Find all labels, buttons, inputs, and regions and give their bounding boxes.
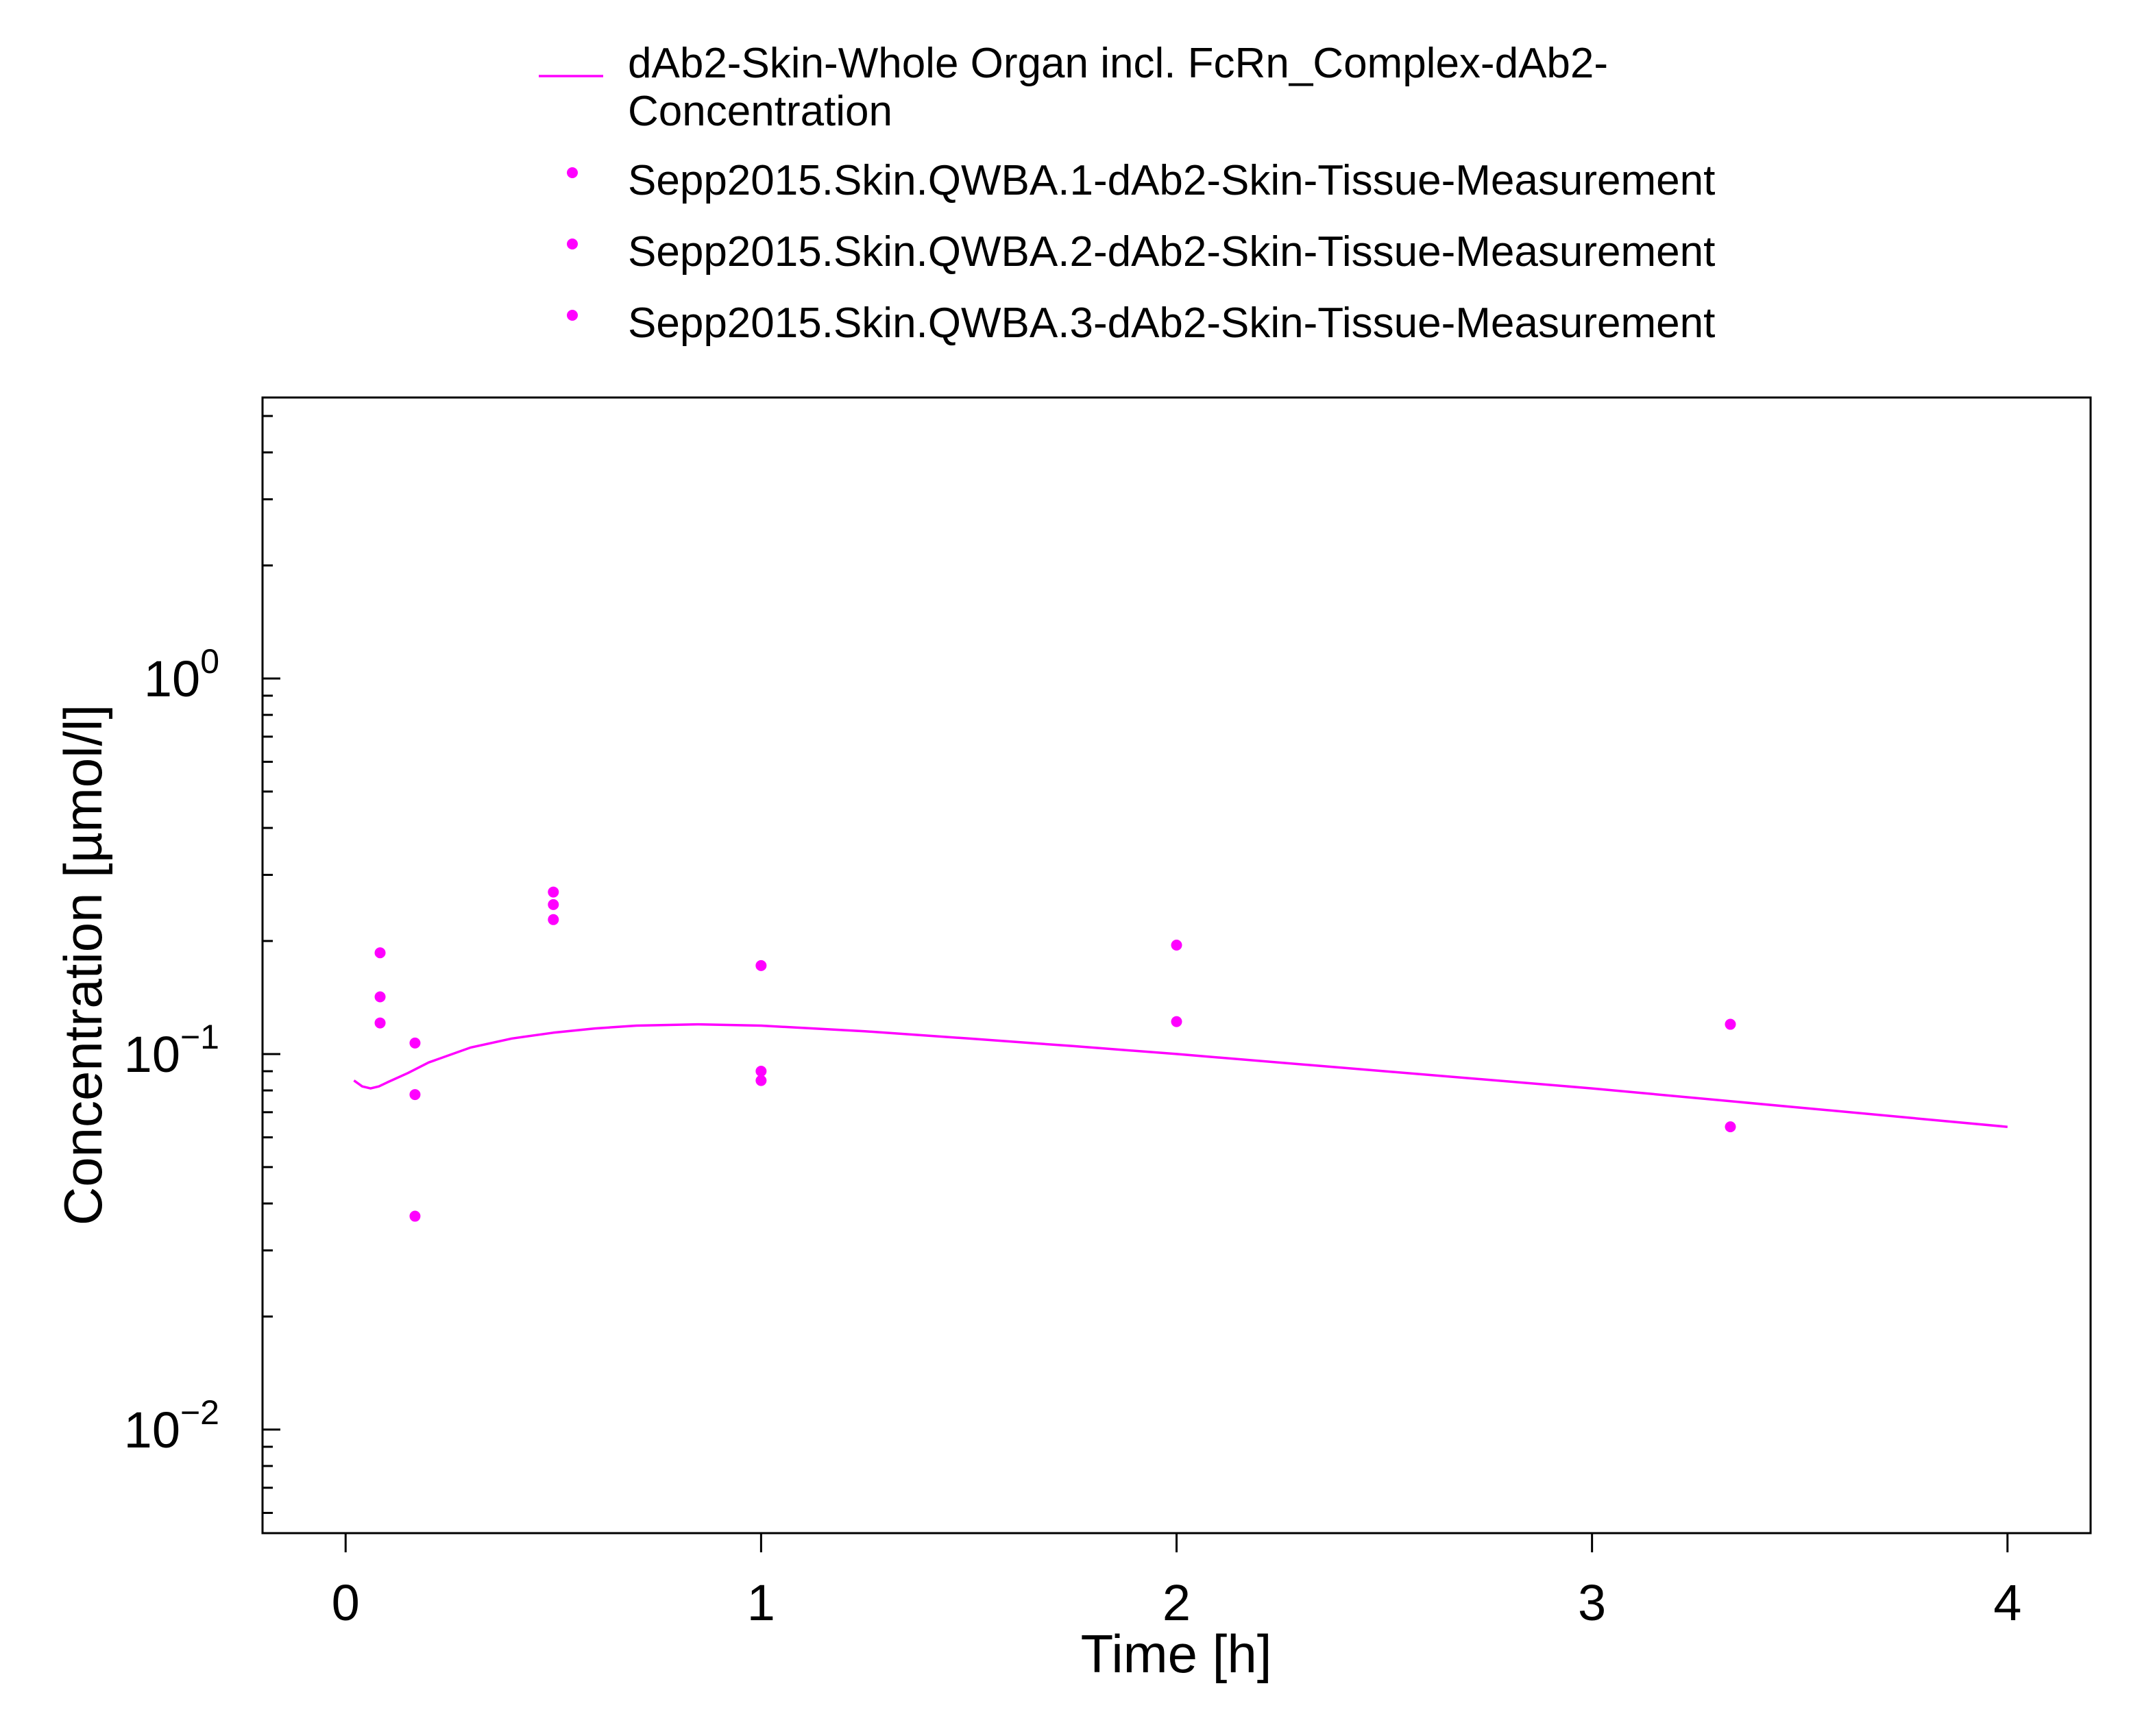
x-tick-label: 1 <box>747 1574 775 1631</box>
plot-area-frame <box>261 396 2092 1535</box>
series-3-point <box>755 1075 767 1086</box>
x-tick-label: 3 <box>1578 1574 1606 1631</box>
series-1-point <box>548 886 559 898</box>
series-2-point <box>755 1066 767 1077</box>
series-1-point <box>409 1037 421 1049</box>
x-tick-label: 0 <box>332 1574 360 1631</box>
legend-marker-series-1 <box>567 167 578 178</box>
legend-label-series-2: Sepp2015.Skin.QWBA.2-dAb2-Skin-Tissue-Me… <box>628 228 1715 276</box>
legend-marker-series-3 <box>567 310 578 321</box>
legend-label-series-1: Sepp2015.Skin.QWBA.1-dAb2-Skin-Tissue-Me… <box>628 157 1715 204</box>
series-2-point <box>1171 1016 1182 1027</box>
legend-label-line-2: Concentration <box>628 88 892 135</box>
series-1-point <box>1725 1018 1736 1030</box>
y-tick-label: 10−2 <box>124 1393 219 1458</box>
x-axis: 0 1 2 3 4 <box>332 1533 2021 1631</box>
series-3-point <box>409 1210 421 1222</box>
legend-marker-series-2 <box>567 239 578 249</box>
series-3-point <box>374 1017 386 1029</box>
plot-series <box>353 886 2008 1222</box>
y-axis-title: Concentration [µmol/l] <box>53 705 113 1225</box>
y-tick-label: 100 <box>144 642 219 707</box>
series-2-point <box>548 898 559 910</box>
x-axis-title: Time [h] <box>1081 1624 1272 1684</box>
series-1-point <box>1171 940 1182 951</box>
series-1-point <box>755 959 767 971</box>
legend-label-series-3: Sepp2015.Skin.QWBA.3-dAb2-Skin-Tissue-Me… <box>628 299 1715 347</box>
series-1-point <box>374 947 386 959</box>
y-tick-label: 10−1 <box>124 1018 219 1083</box>
series-3-point <box>548 914 559 925</box>
legend: dAb2-Skin-Whole Organ incl. FcRn_Complex… <box>539 40 1715 347</box>
series-2-point <box>1725 1121 1736 1133</box>
x-tick-label: 2 <box>1163 1574 1191 1631</box>
series-0-line <box>353 1023 2008 1128</box>
x-tick-label: 4 <box>1993 1574 2021 1631</box>
legend-label-line-1: dAb2-Skin-Whole Organ incl. FcRn_Complex… <box>628 40 1608 87</box>
series-2-point <box>374 991 386 1003</box>
series-2-point <box>409 1089 421 1101</box>
y-axis: 10−2 10−1 100 <box>124 415 280 1514</box>
